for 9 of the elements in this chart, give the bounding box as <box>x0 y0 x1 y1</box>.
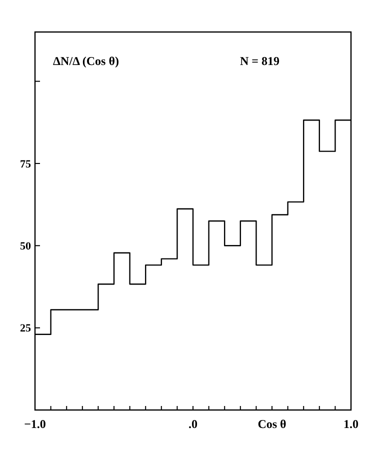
annotation: N = 819 <box>240 54 280 68</box>
x-axis-title: Cos θ <box>258 417 286 431</box>
x-tick-label: 1.0 <box>344 417 358 431</box>
y-tick-label: 50 <box>20 240 32 252</box>
x-tick-label: −1.0 <box>24 417 46 431</box>
x-tick-label: .0 <box>188 417 198 431</box>
y-tick-label: 25 <box>20 322 32 335</box>
annotation: ΔN/Δ (Cos θ) <box>53 54 119 68</box>
y-tick-label: 75 <box>20 158 32 170</box>
